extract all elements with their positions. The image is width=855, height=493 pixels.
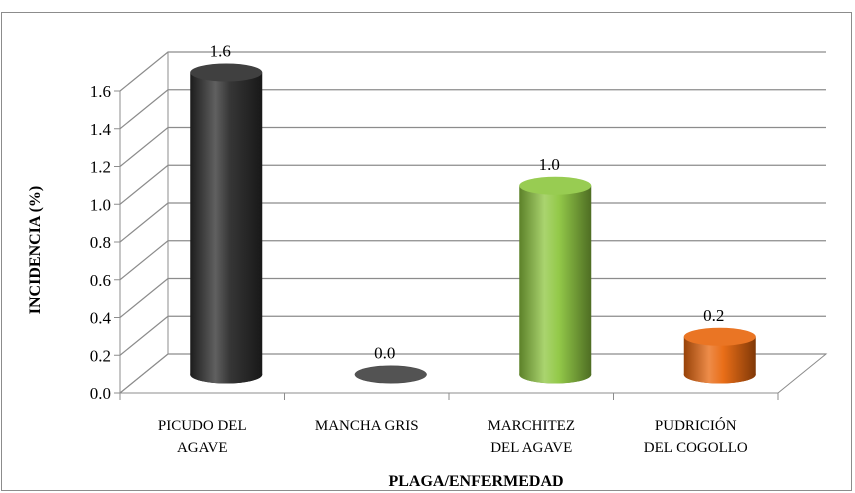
- category-labels: PICUDO DEL AGAVE MANCHA GRIS MARCHITEZ DEL A…: [158, 417, 748, 456]
- chart-frame: [1, 12, 852, 491]
- category-label: MANCHA GRIS: [315, 418, 419, 434]
- bar-0: [190, 63, 263, 384]
- y-tick-label: 0.6: [90, 271, 111, 290]
- category-label-line: AGAVE: [177, 440, 228, 456]
- category-label-line: DEL COGOLLO: [644, 440, 748, 456]
- gridline: [119, 164, 826, 205]
- y-tick-label: 1.6: [90, 82, 111, 101]
- category-label: PICUDO DEL AGAVE: [158, 418, 247, 456]
- bar-top: [683, 327, 756, 346]
- data-labels: 1.6 0.0 1.0 0.2: [210, 42, 725, 363]
- y-tick-label: 1.0: [90, 195, 111, 214]
- bar-1: [354, 365, 427, 384]
- axes: [114, 90, 779, 400]
- y-tick-label: 0.8: [90, 233, 111, 252]
- bar-top: [190, 63, 263, 82]
- category-label-line: MARCHITEZ: [488, 418, 576, 434]
- x-axis-title: PLAGA/ENFERMEDAD: [388, 473, 563, 490]
- data-label: 1.6: [210, 42, 231, 61]
- bar-top: [519, 176, 592, 195]
- y-tick-label: 0.0: [90, 384, 111, 403]
- category-label-line: PUDRICIÓN: [655, 417, 737, 434]
- data-label: 0.0: [374, 344, 395, 363]
- data-label: 0.2: [703, 306, 724, 325]
- gridline: [119, 240, 826, 281]
- gridline: [119, 353, 826, 394]
- gridline: [119, 315, 826, 356]
- y-tick-label: 0.2: [90, 346, 111, 365]
- data-label: 1.0: [539, 155, 560, 174]
- y-tick-label: 0.4: [90, 309, 112, 328]
- gridline: [119, 277, 826, 318]
- gridline: [119, 202, 826, 243]
- category-label-line: DEL AGAVE: [490, 440, 572, 456]
- y-tick-labels: 0.0 0.2 0.4 0.6 0.8 1.0 1.2 1.4 1.6: [90, 82, 112, 403]
- bar-3: [683, 327, 756, 384]
- category-label-line: MANCHA GRIS: [315, 418, 419, 434]
- gridline: [119, 126, 826, 167]
- y-axis-title: INCIDENCIA (%): [27, 186, 44, 314]
- gridline: [119, 51, 826, 92]
- bars: [190, 63, 756, 384]
- category-label: PUDRICIÓN DEL COGOLLO: [644, 417, 748, 456]
- y-tick-label: 1.2: [90, 158, 111, 177]
- bar-body: [683, 336, 756, 384]
- category-label: MARCHITEZ DEL AGAVE: [488, 418, 576, 456]
- y-tick-label: 1.4: [90, 120, 112, 139]
- grid-lines: [119, 51, 826, 394]
- bar-body: [190, 72, 263, 384]
- bar-top: [354, 366, 427, 383]
- bar-2: [519, 176, 592, 384]
- gridline: [119, 89, 826, 130]
- category-label-line: PICUDO DEL: [158, 418, 247, 434]
- bar-body: [519, 185, 592, 384]
